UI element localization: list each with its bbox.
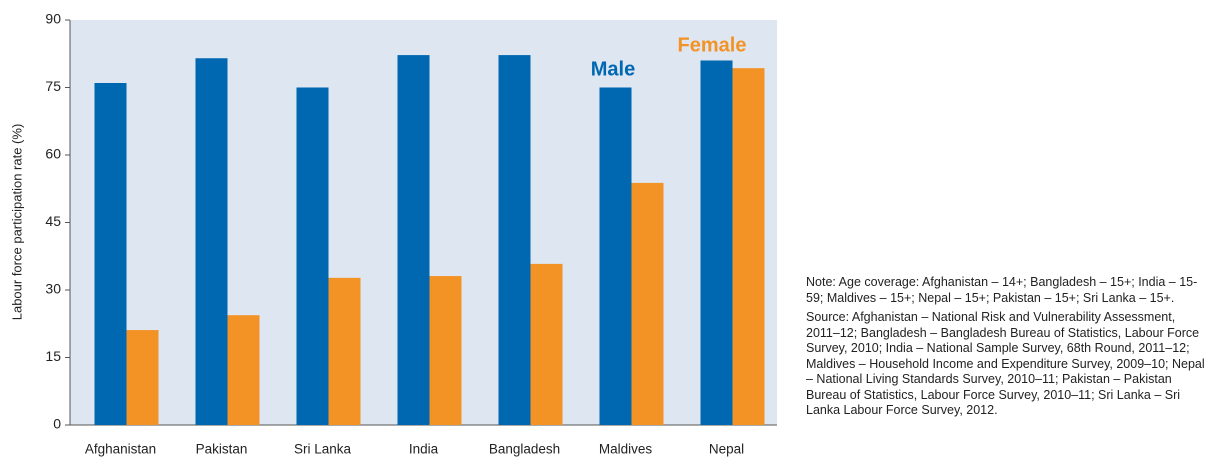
x-tick-label: Pakistan bbox=[196, 442, 248, 457]
chart: Labour force participation rate (%) 0 15 3… bbox=[9, 11, 777, 457]
bar bbox=[498, 55, 531, 425]
bar bbox=[94, 83, 127, 425]
x-tick-label: Bangladesh bbox=[489, 442, 560, 457]
y-tick-label: 15 bbox=[45, 348, 61, 364]
legend-label: Female bbox=[678, 34, 747, 56]
y-tick-label: 60 bbox=[45, 146, 61, 162]
bar bbox=[397, 55, 430, 425]
x-tick-label: India bbox=[409, 442, 439, 457]
y-axis-label: Labour force participation rate (%) bbox=[9, 124, 24, 321]
note: Source: Afghanistan – National Risk and … bbox=[806, 310, 1205, 417]
legend-label: Male bbox=[591, 58, 635, 80]
bar bbox=[599, 87, 632, 425]
y-tick-label: 30 bbox=[45, 281, 61, 297]
y-tick-label: 75 bbox=[45, 78, 61, 94]
bar bbox=[126, 330, 159, 425]
y-tick-label: 0 bbox=[53, 416, 61, 432]
note: Note: Age coverage: Afghanistan – 14+; B… bbox=[806, 275, 1198, 305]
bar bbox=[328, 277, 361, 425]
bar bbox=[296, 87, 329, 425]
x-tick-label: Nepal bbox=[709, 442, 744, 457]
bar bbox=[227, 315, 260, 425]
bar bbox=[530, 263, 563, 425]
bar bbox=[700, 60, 733, 425]
notes: Note: Age coverage: Afghanistan – 14+; B… bbox=[806, 275, 1211, 423]
y-tick-label: 45 bbox=[45, 213, 61, 229]
bar bbox=[732, 68, 765, 426]
x-tick-label: Sri Lanka bbox=[294, 442, 352, 457]
x-tick-label: Maldives bbox=[599, 442, 653, 457]
x-tick-label: Afghanistan bbox=[85, 442, 156, 457]
y-tick-label: 90 bbox=[45, 11, 61, 27]
bar bbox=[195, 58, 228, 425]
bar bbox=[429, 276, 462, 425]
bar bbox=[631, 182, 664, 425]
